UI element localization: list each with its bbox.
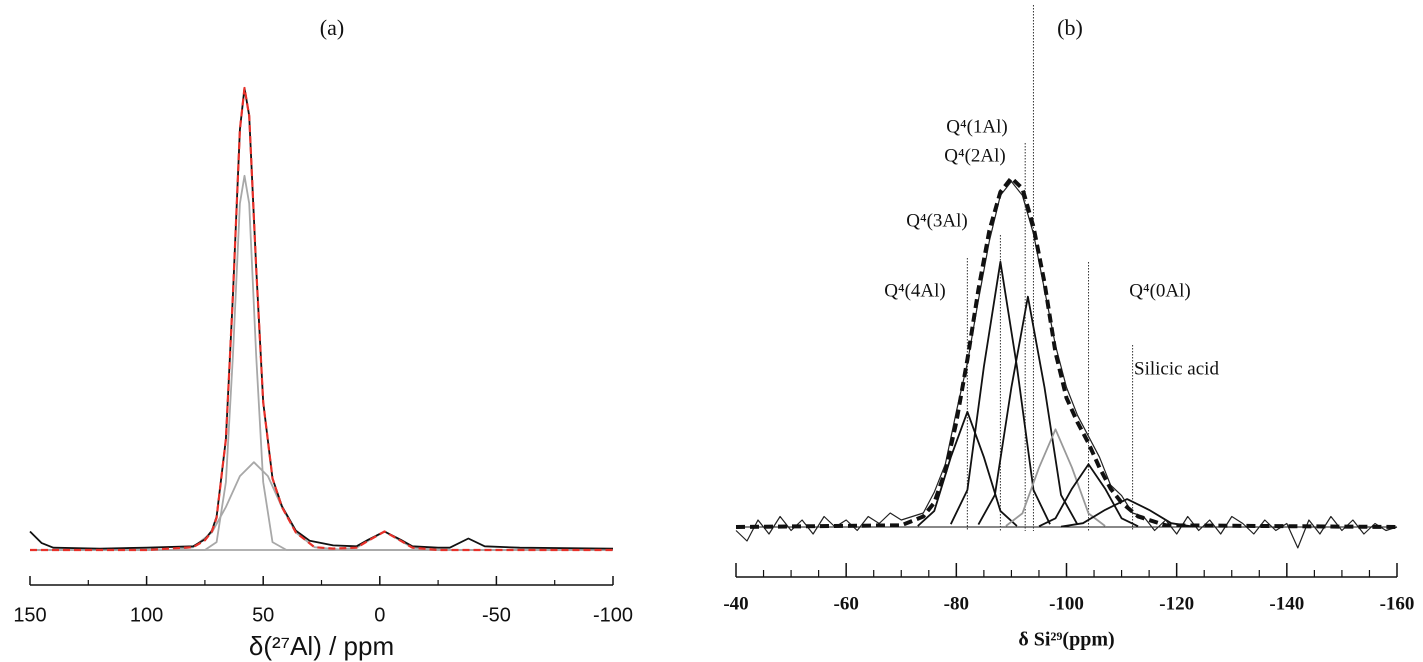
spectrum-line [917,410,1018,527]
spectrum-line [735,180,1398,549]
x-axis-label: δ(²⁷Al) / ppm [249,631,394,661]
x-tick-label: 0 [374,604,385,626]
spectrum-line [30,86,613,552]
x-axis-label: δ Si²⁹(ppm) [1018,629,1114,651]
x-tick-label: -50 [482,604,511,626]
spectrum-line [1060,498,1194,528]
spectrum-line [735,176,1398,529]
x-tick-label: -60 [834,593,859,614]
x-tick-label: -120 [1159,593,1194,614]
annotation-label: Silicic acid [1134,358,1219,379]
annotation-label: Q⁴(3Al) [906,210,968,231]
panel-b: (b) -40 -60 -80 -100 -120 -140 -160 δ Si²⁹(ppm) Q… [723,5,1414,651]
spectrum-line [1005,428,1106,527]
x-tick-label: -40 [723,593,748,614]
panel-title: (b) [1057,15,1083,40]
x-tick-label: -100 [593,604,633,626]
spectrum-line [29,87,614,550]
spectrum-line [1038,463,1139,528]
x-tick-label: -160 [1380,593,1415,614]
annotation-label: Q⁴(4Al) [884,280,946,301]
x-tick-label: 50 [252,604,274,626]
x-tick-label: 100 [130,604,163,626]
annotation-label: Q⁴(1Al) [946,116,1008,137]
x-tick-label: -140 [1269,593,1304,614]
x-tick-label: -80 [944,593,969,614]
spectrum-line [30,461,613,551]
x-tick-label: 150 [13,604,46,626]
panel-a: (a) 150 100 50 0 -50 -100 δ(²⁷Al) / ppm [13,15,633,661]
x-tick-label: -100 [1049,593,1084,614]
spectrum-line [30,174,613,551]
spectrum-line [949,260,1051,525]
annotation-label: Q⁴(2Al) [944,145,1006,166]
annotation-label: Q⁴(0Al) [1129,280,1191,301]
panel-title: (a) [320,15,344,40]
spectrum-line [977,295,1079,526]
